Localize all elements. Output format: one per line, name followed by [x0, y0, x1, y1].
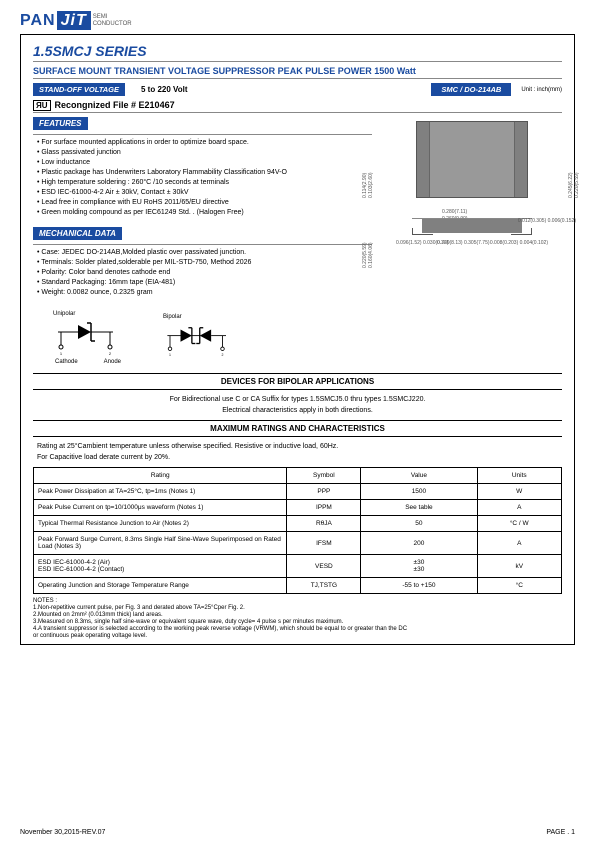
rating-note-1: Rating at 25°Cambient temperature unless…: [33, 441, 562, 452]
unipolar-diode: Unipolar 1 2 Cathode Anode: [53, 311, 123, 365]
bipolar-svg: 1 2: [163, 320, 233, 360]
mechanical-header: MECHANICAL DATA: [33, 227, 122, 240]
dim-left: 0.114(2.90) 0.103(2.60): [362, 151, 374, 198]
table-row: Peak Forward Surge Current, 8.3ms Single…: [34, 532, 562, 555]
mech-item: Polarity: Color band denotes cathode end: [37, 267, 372, 277]
note-item: 4.A transient suppressor is selected acc…: [33, 626, 562, 632]
table-row: ESD IEC-61000-4-2 (Air) ESD IEC-61000-4-…: [34, 555, 562, 578]
recognized-file: ЯU Recongnized File # E210467: [33, 98, 562, 113]
table-header-row: Rating Symbol Value Units: [34, 468, 562, 484]
bipolar-section-header: DEVICES FOR BIPOLAR APPLICATIONS: [33, 373, 562, 390]
dim-w1: 0.280(7.11): [442, 209, 467, 215]
chip-body: [429, 122, 515, 197]
page-footer: November 30,2015-REV.07 PAGE . 1: [20, 829, 575, 836]
mech-item: Standard Packaging: 16mm tape (EIA-481): [37, 277, 372, 287]
th-value: Value: [361, 468, 477, 484]
bipolar-diode: Bipolar 1 2: [163, 314, 233, 362]
svg-text:2: 2: [222, 353, 224, 357]
footer-date: November 30,2015-REV.07: [20, 829, 105, 836]
note-item: 2.Mounted on 2mm² (0.013mm thick) land a…: [33, 612, 562, 618]
standoff-label: STAND-OFF VOLTAGE: [33, 83, 125, 96]
logo-subtitle: SEMI CONDUCTOR: [93, 14, 132, 27]
note-item: or continuous peak operating voltage lev…: [33, 633, 562, 639]
mech-item: Case: JEDEC DO-214AB,Molded plastic over…: [37, 247, 372, 257]
th-units: Units: [477, 468, 562, 484]
table-row: Peak Power Dissipation at TA=25°C, tp=1m…: [34, 484, 562, 500]
notes-header: NOTES :: [33, 598, 562, 604]
diode-symbols: Unipolar 1 2 Cathode Anode Bipolar: [53, 311, 562, 365]
svg-text:2: 2: [109, 351, 112, 356]
content-frame: 1.5SMCJ SERIES SURFACE MOUNT TRANSIENT V…: [20, 34, 575, 645]
series-title: 1.5SMCJ SERIES: [33, 43, 562, 62]
notes-section: NOTES : 1.Non-repetitive current pulse, …: [33, 598, 562, 639]
logo-sub1: SEMI: [93, 14, 132, 21]
mechanical-list: Case: JEDEC DO-214AB,Molded plastic over…: [33, 247, 372, 297]
info-bar: STAND-OFF VOLTAGE 5 to 220 Volt SMC / DO…: [33, 83, 562, 96]
feature-item: ESD IEC-61000-4-2 Air ± 30kV, Contact ± …: [37, 187, 372, 197]
feature-item: High temperature soldering : 260°C /10 s…: [37, 177, 372, 187]
logo-jit: JiT: [57, 11, 91, 30]
table-row: Peak Pulse Current on tp=10/1000μs wavef…: [34, 500, 562, 516]
feature-item: Glass passivated junction: [37, 147, 372, 157]
logo: PANJiT SEMI CONDUCTOR: [20, 12, 132, 30]
dim-h1: 0.220(5.59) 0.160(4.06): [362, 220, 374, 268]
feature-item: Lead free in compliance with EU RoHS 201…: [37, 197, 372, 207]
note-item: 1.Non-repetitive current pulse, per Fig.…: [33, 605, 562, 611]
anode-label: Anode: [104, 359, 121, 365]
maxratings-header: MAXIMUM RATINGS AND CHARACTERISTICS: [33, 420, 562, 437]
logo-text: PANJiT: [20, 12, 91, 30]
note-item: 3.Measured on 8.3ms, single half sine-wa…: [33, 619, 562, 625]
dim-tip: 0.008(0.203) 0.004(0.102): [490, 240, 548, 246]
unit-label: Unit : inch(mm): [521, 87, 562, 93]
rating-note-2: For Capacitive load derate current by 20…: [33, 452, 562, 463]
table-row: Operating Junction and Storage Temperatu…: [34, 578, 562, 594]
th-rating: Rating: [34, 468, 287, 484]
two-column-layout: FEATURES For surface mounted application…: [33, 113, 562, 303]
svg-text:1: 1: [169, 353, 171, 357]
feature-item: Green molding compound as per IEC61249 S…: [37, 207, 372, 217]
features-list: For surface mounted applications in orde…: [33, 137, 372, 217]
feature-item: For surface mounted applications in orde…: [37, 137, 372, 147]
unipolar-svg: 1 2: [53, 317, 123, 357]
ul-icon: ЯU: [33, 100, 51, 111]
voltage-range: 5 to 220 Volt: [131, 84, 198, 95]
th-symbol: Symbol: [287, 468, 361, 484]
svg-text:1: 1: [60, 351, 63, 356]
logo-pan: PAN: [20, 12, 56, 29]
footer-page: PAGE . 1: [546, 829, 575, 836]
feature-item: Low inductance: [37, 157, 372, 167]
chip-outline: [416, 121, 528, 198]
dim-len: 0.320(8.13) 0.305(7.75): [437, 240, 490, 246]
bipolar-note-2: Electrical characteristics apply in both…: [33, 405, 562, 416]
mech-item: Terminals: Solder plated,solderable per …: [37, 257, 372, 267]
feature-item: Plastic package has Underwriters Laborat…: [37, 167, 372, 177]
features-header: FEATURES: [33, 117, 88, 130]
recognized-text: Recongnized File # E210467: [55, 100, 175, 110]
mech-item: Weight: 0.0082 ounce, 0.2325 gram: [37, 287, 372, 297]
page-header: PANJiT SEMI CONDUCTOR: [0, 0, 595, 34]
cathode-label: Cathode: [55, 359, 78, 365]
left-column: FEATURES For surface mounted application…: [33, 113, 372, 303]
table-row: Typical Thermal Resistance Junction to A…: [34, 516, 562, 532]
dim-right: 0.245(6.22) 0.220(5.59): [568, 151, 580, 198]
logo-sub2: CONDUCTOR: [93, 21, 132, 28]
dim-thick: 0.012(0.305) 0.006(0.152): [518, 218, 576, 224]
package-diagram: 0.114(2.90) 0.103(2.60) 0.245(6.22) 0.22…: [382, 113, 562, 303]
bipolar-note-1: For Bidirectional use C or CA Suffix for…: [33, 394, 562, 405]
ratings-table: Rating Symbol Value Units Peak Power Dis…: [33, 467, 562, 594]
package-label: SMC / DO-214AB: [431, 83, 511, 96]
product-subtitle: SURFACE MOUNT TRANSIENT VOLTAGE SUPPRESS…: [33, 66, 562, 79]
